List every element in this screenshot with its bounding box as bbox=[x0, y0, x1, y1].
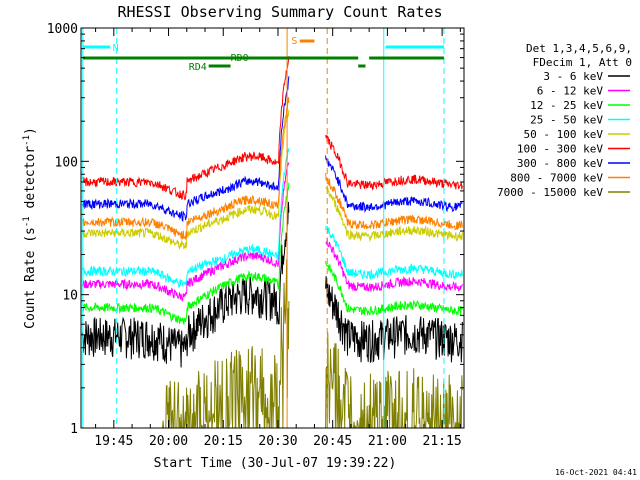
x-tick-label-4: 20:45 bbox=[313, 434, 352, 449]
y-axis-label: Count Rate (s-1 detector-1) bbox=[22, 127, 38, 329]
chart-title: RHESSI Observing Summary Count Rates bbox=[117, 3, 442, 21]
y-axis-label-sup1: -1 bbox=[22, 216, 32, 227]
y-tick-label-1: 100 bbox=[55, 155, 78, 170]
footer-timestamp: 16-Oct-2021 04:41 bbox=[555, 468, 637, 477]
legend-label-2: 12 - 25 keV bbox=[530, 99, 603, 112]
y-tick-label-2: 10 bbox=[62, 289, 78, 304]
y-axis-label-main: Count Rate (s bbox=[23, 227, 38, 329]
legend-label-4: 50 - 100 keV bbox=[524, 128, 604, 141]
legend-label-3: 25 - 50 keV bbox=[530, 114, 603, 127]
x-tick-label-2: 20:15 bbox=[204, 434, 243, 449]
series-line-0 bbox=[81, 201, 463, 368]
y-axis-label-mid: detector bbox=[23, 146, 38, 217]
annotation-s: S bbox=[291, 36, 297, 47]
legend-label-0: 3 - 6 keV bbox=[543, 70, 603, 83]
x-tick-label-6: 21:15 bbox=[423, 434, 462, 449]
plot-frame bbox=[80, 27, 465, 429]
data-layer: N S RD0 RD4 bbox=[81, 28, 463, 430]
x-tick-label-3: 20:30 bbox=[258, 434, 297, 449]
legend-label-5: 100 - 300 keV bbox=[517, 143, 603, 156]
axis-layer: 1000 100 10 1 19:45 20:00 20:15 20:30 20:45 21:00… bbox=[47, 22, 464, 449]
series-line-1 bbox=[81, 162, 463, 302]
legend-header-line-2: FDecim 1, Att 0 bbox=[533, 56, 632, 69]
legend-label-8: 7000 - 15000 keV bbox=[497, 186, 603, 199]
y-axis-label-end: ) bbox=[23, 127, 38, 135]
series-line-6 bbox=[81, 76, 463, 222]
annotation-rd4: RD4 bbox=[189, 62, 207, 73]
legend-label-7: 800 - 7000 keV bbox=[510, 172, 603, 185]
series-line-3 bbox=[82, 148, 463, 289]
x-tick-label-0: 19:45 bbox=[94, 434, 133, 449]
legend-label-1: 6 - 12 keV bbox=[537, 85, 604, 98]
legend: Det 1,3,4,5,6,9, FDecim 1, Att 0 3 - 6 k… bbox=[497, 42, 632, 199]
x-tick-label-1: 20:00 bbox=[149, 434, 188, 449]
annotation-rd0: RD0 bbox=[231, 53, 249, 64]
series-line-7 bbox=[81, 96, 463, 241]
y-axis-label-sup2: -1 bbox=[22, 135, 32, 146]
annotation-n: N bbox=[113, 43, 119, 54]
series-line-5 bbox=[81, 56, 463, 201]
x-axis-label: Start Time (30-Jul-07 19:39:22) bbox=[154, 456, 397, 471]
legend-header-line-1: Det 1,3,4,5,6,9, bbox=[526, 42, 632, 55]
x-tick-label-5: 21:00 bbox=[368, 434, 407, 449]
y-tick-label-3: 1 bbox=[70, 422, 78, 437]
legend-label-6: 300 - 800 keV bbox=[517, 157, 603, 170]
y-tick-label-0: 1000 bbox=[47, 22, 78, 37]
